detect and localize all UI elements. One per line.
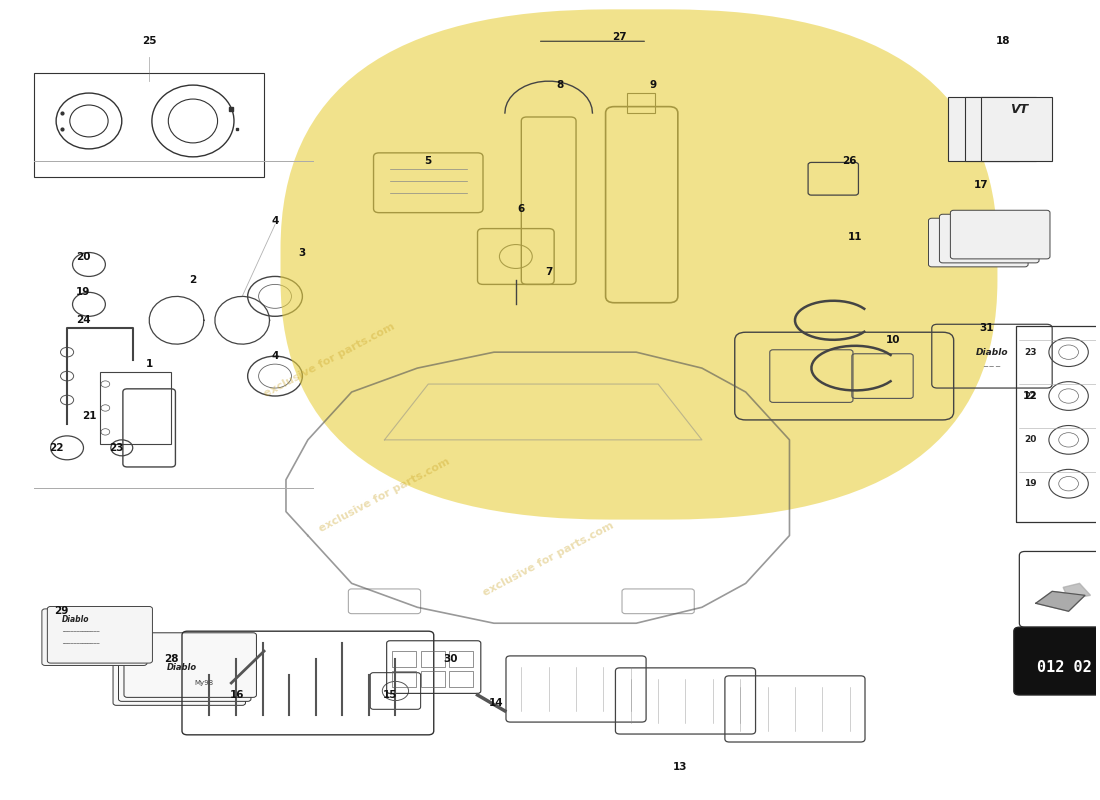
- Text: 22: 22: [1024, 391, 1036, 401]
- Text: 26: 26: [843, 156, 857, 166]
- FancyBboxPatch shape: [119, 637, 251, 702]
- Text: Diablo: Diablo: [976, 348, 1009, 357]
- Text: 16: 16: [230, 690, 244, 700]
- Text: ─ ─ ─: ─ ─ ─: [983, 363, 1001, 370]
- Text: 12: 12: [1023, 391, 1037, 401]
- Text: ─────────────: ─────────────: [62, 641, 99, 646]
- Text: 8: 8: [556, 80, 563, 90]
- Text: 21: 21: [81, 411, 96, 421]
- FancyBboxPatch shape: [950, 210, 1050, 259]
- Text: 2: 2: [189, 275, 197, 286]
- Text: Diablo: Diablo: [62, 614, 89, 624]
- Text: 31: 31: [979, 323, 993, 334]
- Text: 24: 24: [76, 315, 91, 326]
- FancyBboxPatch shape: [113, 641, 245, 706]
- Text: 6: 6: [518, 204, 525, 214]
- Text: 4: 4: [272, 351, 278, 361]
- Text: 22: 22: [48, 443, 64, 453]
- Text: 19: 19: [1024, 479, 1036, 488]
- Text: 3: 3: [299, 247, 306, 258]
- FancyBboxPatch shape: [928, 218, 1028, 267]
- Text: Diablo: Diablo: [167, 662, 197, 671]
- Text: 10: 10: [887, 335, 901, 346]
- FancyBboxPatch shape: [124, 633, 256, 698]
- FancyBboxPatch shape: [280, 10, 998, 519]
- Text: 5: 5: [425, 156, 432, 166]
- FancyBboxPatch shape: [1014, 627, 1100, 695]
- Text: 19: 19: [76, 287, 90, 298]
- Polygon shape: [1036, 591, 1085, 611]
- Text: 29: 29: [54, 606, 69, 616]
- Text: exclusive for parts.com: exclusive for parts.com: [482, 521, 616, 598]
- Text: My98: My98: [195, 680, 213, 686]
- Text: exclusive for parts.com: exclusive for parts.com: [263, 322, 397, 399]
- FancyBboxPatch shape: [948, 97, 1020, 161]
- Text: 23: 23: [1024, 348, 1036, 357]
- Text: 11: 11: [848, 231, 862, 242]
- FancyBboxPatch shape: [939, 214, 1040, 263]
- FancyBboxPatch shape: [965, 97, 1036, 161]
- Text: 012 02: 012 02: [1037, 659, 1091, 674]
- Polygon shape: [1063, 583, 1090, 599]
- Text: 20: 20: [76, 251, 90, 262]
- Text: 28: 28: [164, 654, 178, 664]
- Text: 17: 17: [974, 180, 988, 190]
- Text: 18: 18: [996, 36, 1010, 46]
- Text: VT: VT: [1010, 102, 1028, 115]
- Text: 15: 15: [383, 690, 397, 700]
- Text: exclusive for parts.com: exclusive for parts.com: [318, 457, 452, 534]
- Text: 27: 27: [613, 32, 627, 42]
- Text: 14: 14: [488, 698, 504, 708]
- Text: 9: 9: [649, 80, 657, 90]
- FancyBboxPatch shape: [42, 609, 147, 666]
- Text: ─────────────: ─────────────: [62, 629, 99, 634]
- FancyBboxPatch shape: [47, 606, 153, 663]
- Text: 1: 1: [145, 359, 153, 369]
- FancyBboxPatch shape: [981, 97, 1053, 161]
- Text: 25: 25: [142, 36, 156, 46]
- Text: 30: 30: [443, 654, 458, 664]
- Text: 7: 7: [544, 267, 552, 278]
- Text: 13: 13: [673, 762, 688, 772]
- Text: 4: 4: [272, 216, 278, 226]
- Text: 20: 20: [1024, 435, 1036, 444]
- Bar: [100, 372, 170, 444]
- Text: 23: 23: [109, 443, 123, 453]
